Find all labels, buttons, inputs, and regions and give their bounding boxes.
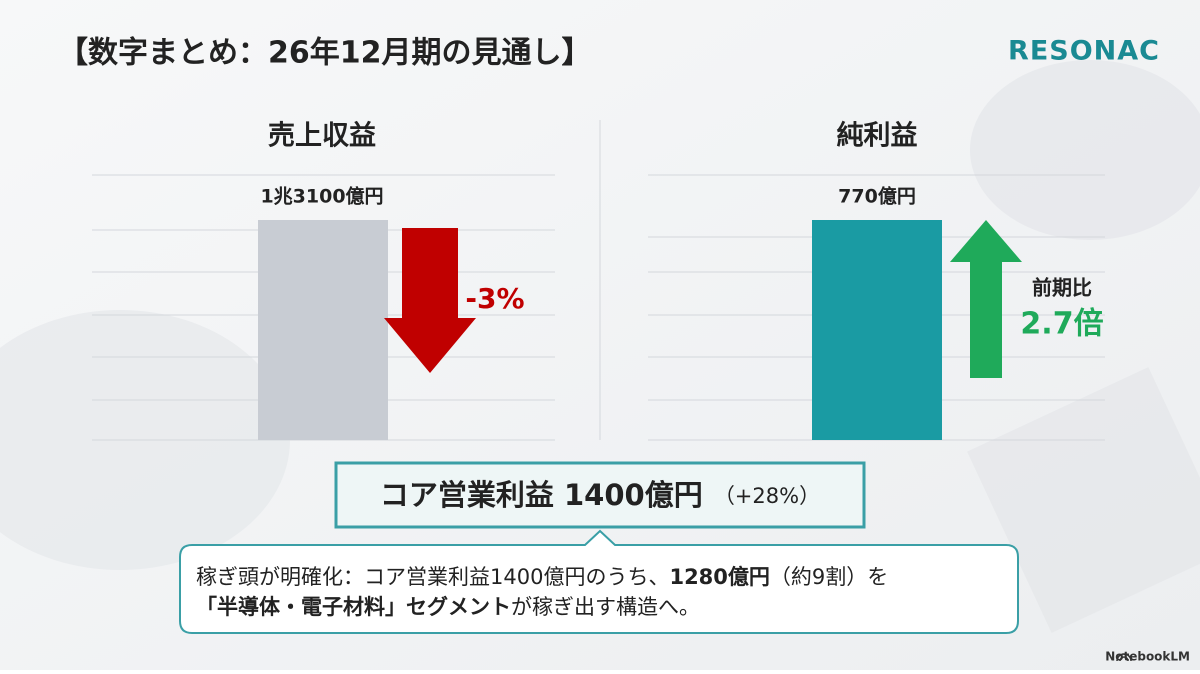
value-label: 1兆3100億円 bbox=[260, 185, 383, 208]
callout-text: 稼ぎ頭が明確化：コア営業利益1400億円のうち、 bbox=[196, 565, 669, 589]
change-label: 2.7倍 bbox=[1020, 307, 1103, 342]
bar bbox=[258, 220, 388, 440]
decor-wafer bbox=[970, 60, 1200, 240]
callout-box bbox=[179, 529, 1019, 634]
logo: RESONAC bbox=[1008, 36, 1160, 67]
value-label: 770億円 bbox=[838, 185, 916, 208]
callout-emphasis: 1280億円 bbox=[669, 565, 769, 589]
bar bbox=[812, 220, 942, 440]
highlight-main: コア営業利益 1400億円 bbox=[380, 478, 703, 512]
panel-title: 純利益 bbox=[837, 120, 918, 152]
callout-text: が稼ぎ出す構造へ。 bbox=[511, 595, 700, 619]
change-caption: 前期比 bbox=[1032, 276, 1092, 300]
change-label: -3% bbox=[465, 282, 524, 315]
slide-title: 【数字まとめ：26年12月期の見通し】 bbox=[58, 36, 592, 71]
callout-emphasis: 「半導体・電子材料」セグメント bbox=[196, 595, 511, 619]
panel-title: 売上収益 bbox=[268, 121, 376, 152]
decor-chip bbox=[967, 367, 1200, 633]
up-arrow bbox=[950, 220, 1022, 378]
callout-text: （約9割）を bbox=[770, 565, 888, 589]
down-arrow bbox=[384, 228, 476, 373]
callout-line: 「半導体・電子材料」セグメントが稼ぎ出す構造へ。 bbox=[196, 595, 700, 619]
footer-brand: NotebookLM bbox=[1105, 650, 1190, 664]
highlight-text: コア営業利益 1400億円 （+28%） bbox=[380, 478, 820, 512]
footer-icon bbox=[1116, 653, 1132, 662]
highlight-box bbox=[334, 461, 866, 529]
callout-line: 稼ぎ頭が明確化：コア営業利益1400億円のうち、1280億円（約9割）を bbox=[196, 565, 888, 589]
highlight-sub: （+28%） bbox=[714, 484, 820, 508]
